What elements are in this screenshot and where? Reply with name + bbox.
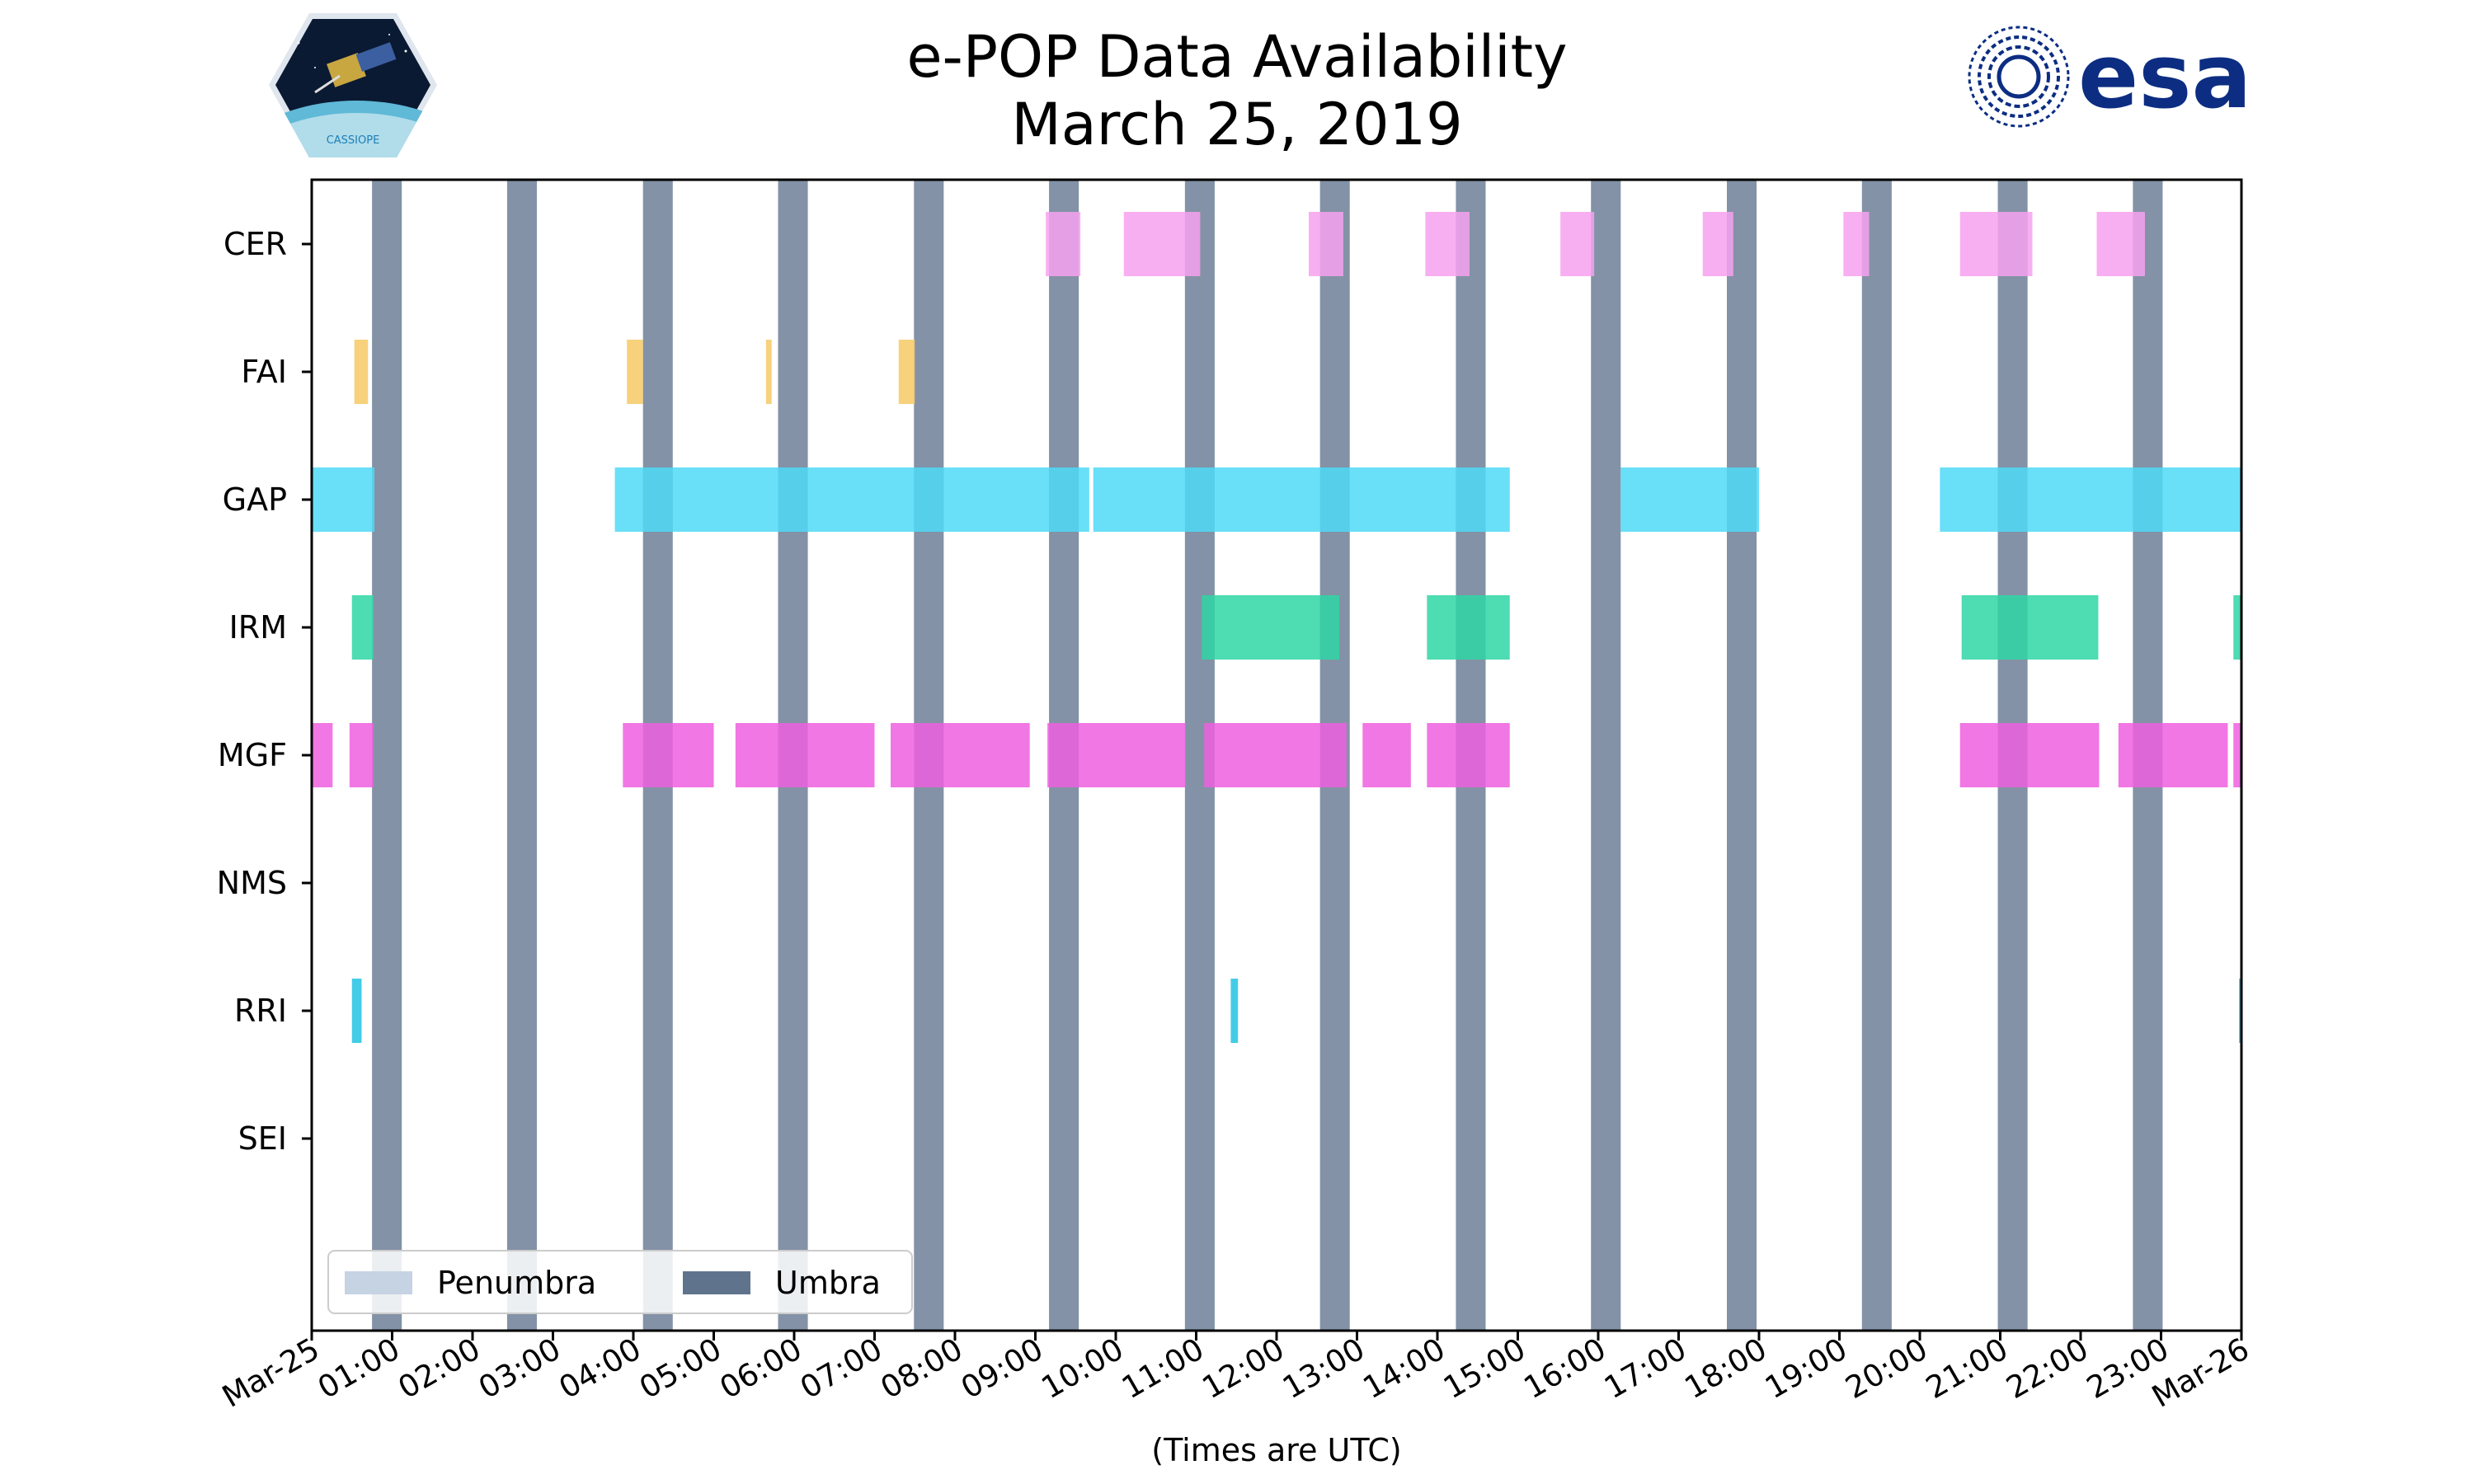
legend: Penumbra Umbra — [327, 1250, 913, 1314]
segment-mgf — [2233, 723, 2241, 787]
x-tick-label: 20:00 — [1840, 1331, 1934, 1407]
cassiope-mission-logo: CASSIOPE — [269, 13, 437, 157]
segment-cer — [1123, 212, 1201, 276]
segment-mgf — [1427, 723, 1510, 787]
x-tick-label: 04:00 — [553, 1331, 647, 1407]
legend-label-umbra: Umbra — [775, 1265, 881, 1301]
esa-swirl-icon — [1968, 26, 2070, 128]
x-tick-label: 02:00 — [393, 1331, 487, 1407]
y-tick-label-mgf: MGF — [218, 737, 287, 773]
x-tick-label: 01:00 — [312, 1331, 406, 1407]
y-tick-label-nms: NMS — [217, 865, 287, 901]
x-tick-label: 17:00 — [1598, 1331, 1692, 1407]
segment-rri — [351, 979, 362, 1043]
y-tick-label-fai: FAI — [241, 354, 287, 390]
segment-cer — [2096, 212, 2145, 276]
x-tick-label: 15:00 — [1437, 1331, 1531, 1407]
satellite-icon — [314, 42, 397, 94]
legend-box — [327, 1250, 913, 1314]
umbra-band — [1727, 180, 1757, 1331]
x-tick-label: 09:00 — [955, 1331, 1049, 1407]
x-tick-label: 12:00 — [1197, 1331, 1291, 1407]
umbra-band — [1861, 180, 1892, 1331]
umbra-band — [506, 180, 537, 1331]
x-tick-label: 21:00 — [1920, 1331, 2014, 1407]
x-axis: Mar-2501:0002:0003:0004:0005:0006:0007:0… — [216, 1331, 2255, 1415]
x-tick-label: 03:00 — [473, 1331, 567, 1407]
segment-mgf — [1204, 723, 1347, 787]
segment-gap — [614, 467, 1089, 532]
segment-fai — [898, 340, 915, 404]
segment-cer — [1843, 212, 1870, 276]
segment-irm — [2233, 595, 2241, 660]
legend-swatch-umbra — [683, 1271, 750, 1294]
segment-cer — [1959, 212, 2033, 276]
segment-mgf — [1362, 723, 1411, 787]
x-tick-label: 05:00 — [633, 1331, 727, 1407]
segment-irm — [1427, 595, 1510, 660]
segment-mgf — [891, 723, 1030, 787]
y-tick-label-rri: RRI — [234, 993, 287, 1029]
data-segments — [312, 212, 2242, 1043]
segment-gap — [1940, 467, 2241, 532]
cassiope-logo-text: CASSIOPE — [327, 134, 380, 147]
x-tick-label: 22:00 — [2001, 1331, 2095, 1407]
segment-fai — [765, 340, 772, 404]
segment-mgf — [1959, 723, 2100, 787]
x-tick-label: 18:00 — [1679, 1331, 1773, 1407]
segment-irm — [351, 595, 374, 660]
x-tick-label: Mar-25 — [216, 1331, 325, 1415]
x-tick-label: 07:00 — [794, 1331, 888, 1407]
segment-mgf — [349, 723, 374, 787]
segment-mgf — [623, 723, 714, 787]
segment-irm — [1202, 595, 1340, 660]
chart-title: e-POP Data Availability — [906, 23, 1568, 91]
segment-mgf — [312, 723, 333, 787]
segment-gap — [312, 467, 375, 532]
y-tick-label-gap: GAP — [223, 481, 287, 518]
x-tick-label: 10:00 — [1036, 1331, 1130, 1407]
x-tick-label: 19:00 — [1759, 1331, 1853, 1407]
x-tick-label: 13:00 — [1277, 1331, 1371, 1407]
segment-fai — [354, 340, 369, 404]
segment-cer — [1560, 212, 1595, 276]
segment-mgf — [2118, 723, 2228, 787]
legend-label-penumbra: Penumbra — [437, 1265, 596, 1301]
x-tick-label: 11:00 — [1116, 1331, 1210, 1407]
x-axis-label: (Times are UTC) — [1151, 1432, 1401, 1468]
legend-swatch-penumbra — [345, 1271, 412, 1294]
esa-logo: esa — [1968, 26, 2251, 129]
y-tick-label-sei: SEI — [238, 1120, 287, 1157]
chart-subtitle: March 25, 2019 — [1011, 91, 1463, 158]
segment-mgf — [735, 723, 875, 787]
x-tick-label: 06:00 — [714, 1331, 808, 1407]
y-axis: CER FAI GAP IRM MGF NMS RRI SEI — [217, 226, 312, 1157]
x-tick-label: 08:00 — [875, 1331, 969, 1407]
segment-cer — [1702, 212, 1733, 276]
segment-cer — [1425, 212, 1470, 276]
x-tick-label: 14:00 — [1357, 1331, 1451, 1407]
segment-mgf — [1047, 723, 1186, 787]
segment-cer — [1309, 212, 1343, 276]
segment-irm — [1961, 595, 2099, 660]
segment-gap — [1093, 467, 1510, 532]
esa-logo-text: esa — [2078, 26, 2251, 129]
y-tick-label-cer: CER — [223, 226, 287, 262]
segment-fai — [627, 340, 643, 404]
segment-gap — [1620, 467, 1759, 532]
x-tick-label: 16:00 — [1518, 1331, 1612, 1407]
segment-cer — [1046, 212, 1081, 276]
umbra-band — [372, 180, 402, 1331]
segment-rri — [1230, 979, 1239, 1043]
y-tick-label-irm: IRM — [229, 609, 287, 646]
umbra-band — [1591, 180, 1621, 1331]
